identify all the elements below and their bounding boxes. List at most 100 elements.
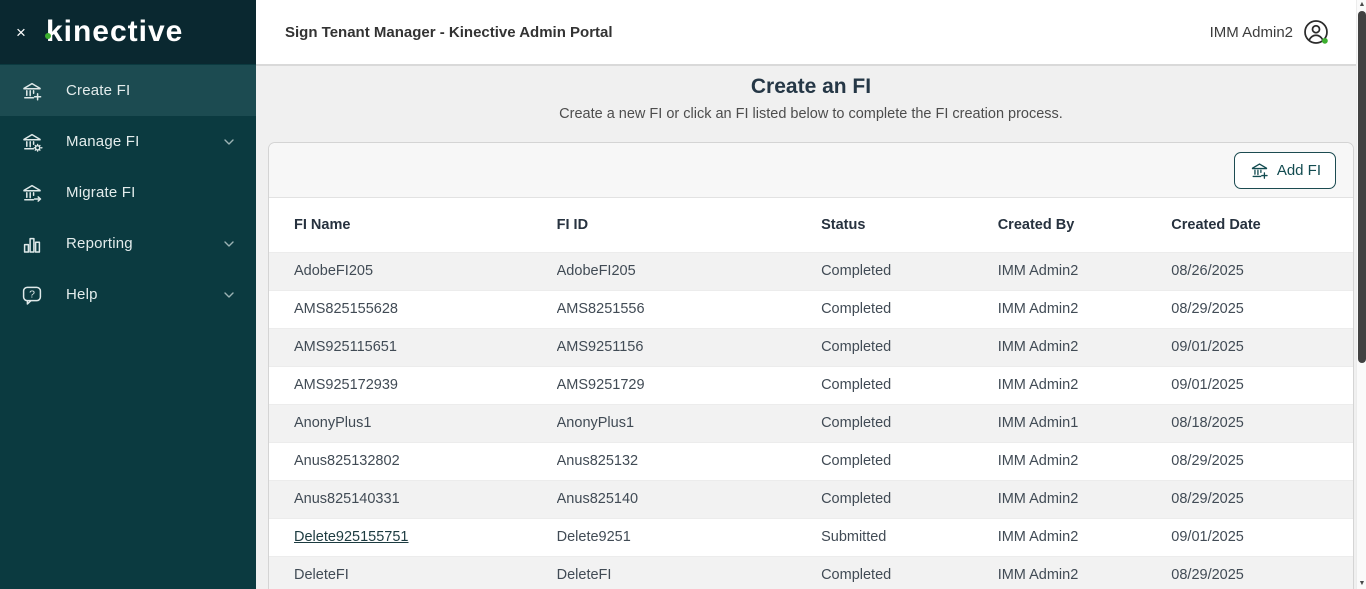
- sidebar-item-create-fi[interactable]: Create FI: [0, 65, 256, 116]
- bank-plus-icon: [1251, 162, 1268, 179]
- fi-name-link[interactable]: Delete925155751: [294, 529, 409, 545]
- bank-arrow-icon: [23, 184, 42, 202]
- status-cell: Completed: [821, 415, 892, 431]
- table-row[interactable]: Anus825132802 Anus825132 Completed IMM Admi…: [269, 442, 1353, 480]
- content-area: Create an FI Create a new FI or click an…: [256, 66, 1366, 589]
- status-cell: Completed: [821, 377, 892, 393]
- created-date-cell: 08/26/2025: [1171, 263, 1244, 279]
- created-by-cell: IMM Admin2: [997, 453, 1079, 469]
- status-cell: Submitted: [821, 529, 887, 545]
- status-cell: Completed: [821, 263, 892, 279]
- column-header-created-date: Created Date: [1171, 216, 1261, 233]
- sidebar-item-manage-fi[interactable]: Manage FI: [0, 116, 256, 167]
- vertical-scrollbar[interactable]: ▲ ▼: [1356, 0, 1366, 589]
- sidebar: × kinective Create FI: [0, 0, 256, 589]
- help-bubble-icon: ?: [22, 286, 42, 305]
- fi-id-cell: Anus825132: [556, 453, 639, 469]
- user-name: IMM Admin2: [1209, 23, 1293, 41]
- bank-plus-icon: [23, 82, 42, 101]
- fi-id-cell: AMS9251156: [556, 339, 644, 355]
- add-fi-button-label: Add FI: [1276, 161, 1321, 179]
- status-cell: Completed: [821, 301, 892, 317]
- table-row[interactable]: AnonyPlus1 AnonyPlus1 Completed IMM Admin1 0…: [269, 404, 1353, 442]
- created-date-cell: 09/01/2025: [1171, 377, 1244, 393]
- sidebar-item-label: Reporting: [66, 235, 133, 252]
- fi-id-cell: AMS9251729: [556, 377, 645, 393]
- close-icon[interactable]: ×: [16, 22, 26, 42]
- chevron-down-icon: [224, 240, 234, 247]
- scrollbar-thumb[interactable]: [1358, 11, 1366, 363]
- fi-name-cell: AMS925172939: [294, 377, 398, 393]
- fi-name-cell: DeleteFI: [294, 567, 349, 584]
- fi-id-cell: Anus825140: [556, 491, 639, 507]
- created-by-cell: IMM Admin2: [997, 567, 1079, 584]
- created-date-cell: 08/29/2025: [1171, 453, 1244, 469]
- fi-name-cell: Anus825140331: [294, 491, 400, 507]
- bar-chart-icon: [23, 237, 41, 253]
- fi-table: FI Name FI ID Status Created By Created …: [269, 198, 1353, 589]
- status-cell: Completed: [821, 453, 892, 469]
- table-row[interactable]: AMS925172939 AMS9251729 Completed IMM Admin…: [269, 366, 1353, 404]
- column-header-fi-name: FI Name: [294, 216, 351, 233]
- sidebar-nav: Create FI Manage FI: [0, 64, 256, 320]
- created-by-cell: IMM Admin2: [997, 263, 1079, 279]
- chevron-down-icon: [224, 291, 234, 298]
- fi-id-cell: Delete9251: [556, 529, 631, 545]
- main-area: Sign Tenant Manager - Kinective Admin Po…: [256, 0, 1366, 589]
- kinective-logo: kinective: [42, 15, 183, 49]
- add-fi-button[interactable]: Add FI: [1233, 151, 1336, 189]
- scroll-up-arrow-icon[interactable]: ▲: [1358, 1, 1366, 8]
- table-row[interactable]: Delete925155751 Delete9251 Submitted IMM Ad…: [269, 518, 1353, 556]
- fi-name-cell: AMS825155628: [294, 301, 398, 317]
- fi-id-cell: DeleteFI: [556, 567, 612, 584]
- online-status-dot: [1321, 37, 1328, 44]
- bank-gear-icon: [23, 133, 43, 152]
- sidebar-item-label: Help: [66, 286, 98, 303]
- created-date-cell: 08/29/2025: [1171, 491, 1244, 507]
- status-cell: Completed: [821, 339, 892, 355]
- fi-id-cell: AMS8251556: [556, 301, 645, 317]
- sidebar-item-migrate-fi[interactable]: Migrate FI: [0, 167, 256, 218]
- fi-name-cell: AnonyPlus1: [294, 415, 372, 431]
- fi-name-cell: Delete925155751: [269, 518, 557, 556]
- table-row[interactable]: Anus825140331 Anus825140 Completed IMM Admi…: [269, 480, 1353, 518]
- avatar-icon[interactable]: [1302, 18, 1330, 46]
- table-row[interactable]: AdobeFI205 AdobeFI205 Completed IMM Admin2 0…: [269, 252, 1353, 290]
- status-cell: Completed: [821, 567, 892, 584]
- scroll-down-arrow-icon[interactable]: ▼: [1358, 580, 1366, 587]
- column-header-fi-id: FI ID: [556, 216, 589, 233]
- created-date-cell: 09/01/2025: [1171, 529, 1244, 545]
- status-cell: Completed: [821, 491, 892, 507]
- column-header-status: Status: [821, 216, 866, 233]
- fi-id-cell: AdobeFI205: [556, 263, 636, 279]
- card-toolbar: Add FI: [269, 143, 1353, 198]
- sidebar-item-help[interactable]: ? Help: [0, 269, 256, 320]
- fi-list-card: Add FI FI Name FI ID Status Created By C…: [268, 142, 1354, 589]
- table-row[interactable]: AMS925115651 AMS9251156 Completed IMM Admin…: [269, 328, 1353, 366]
- sidebar-item-label: Manage FI: [66, 133, 140, 150]
- fi-id-cell: AnonyPlus1: [556, 415, 635, 431]
- svg-text:?: ?: [29, 288, 35, 300]
- logo-bar: × kinective: [0, 0, 256, 64]
- sidebar-item-reporting[interactable]: Reporting: [0, 218, 256, 269]
- logo-green-dot: [44, 33, 51, 39]
- user-menu[interactable]: IMM Admin2: [1210, 18, 1330, 46]
- created-by-cell: IMM Admin2: [997, 339, 1079, 355]
- created-date-cell: 08/29/2025: [1171, 301, 1244, 317]
- fi-table-body: AdobeFI205 AdobeFI205 Completed IMM Admin2 0…: [269, 252, 1353, 589]
- created-by-cell: IMM Admin2: [997, 491, 1079, 507]
- created-date-cell: 08/18/2025: [1171, 415, 1244, 431]
- logo-text: kinective: [45, 15, 184, 48]
- page-breadcrumb-title: Sign Tenant Manager - Kinective Admin Po…: [285, 23, 613, 41]
- fi-table-header: FI Name FI ID Status Created By Created …: [269, 198, 1353, 252]
- created-by-cell: IMM Admin2: [997, 529, 1079, 545]
- topbar: Sign Tenant Manager - Kinective Admin Po…: [256, 0, 1366, 66]
- created-by-cell: IMM Admin2: [997, 301, 1079, 317]
- fi-name-cell: AdobeFI205: [294, 263, 374, 279]
- created-by-cell: IMM Admin2: [997, 377, 1079, 393]
- column-header-created-by: Created By: [997, 216, 1075, 233]
- fi-name-cell: AMS925115651: [294, 339, 397, 355]
- table-row[interactable]: DeleteFI DeleteFI Completed IMM Admin2 08/29…: [269, 556, 1353, 589]
- table-row[interactable]: AMS825155628 AMS8251556 Completed IMM Admin…: [269, 290, 1353, 328]
